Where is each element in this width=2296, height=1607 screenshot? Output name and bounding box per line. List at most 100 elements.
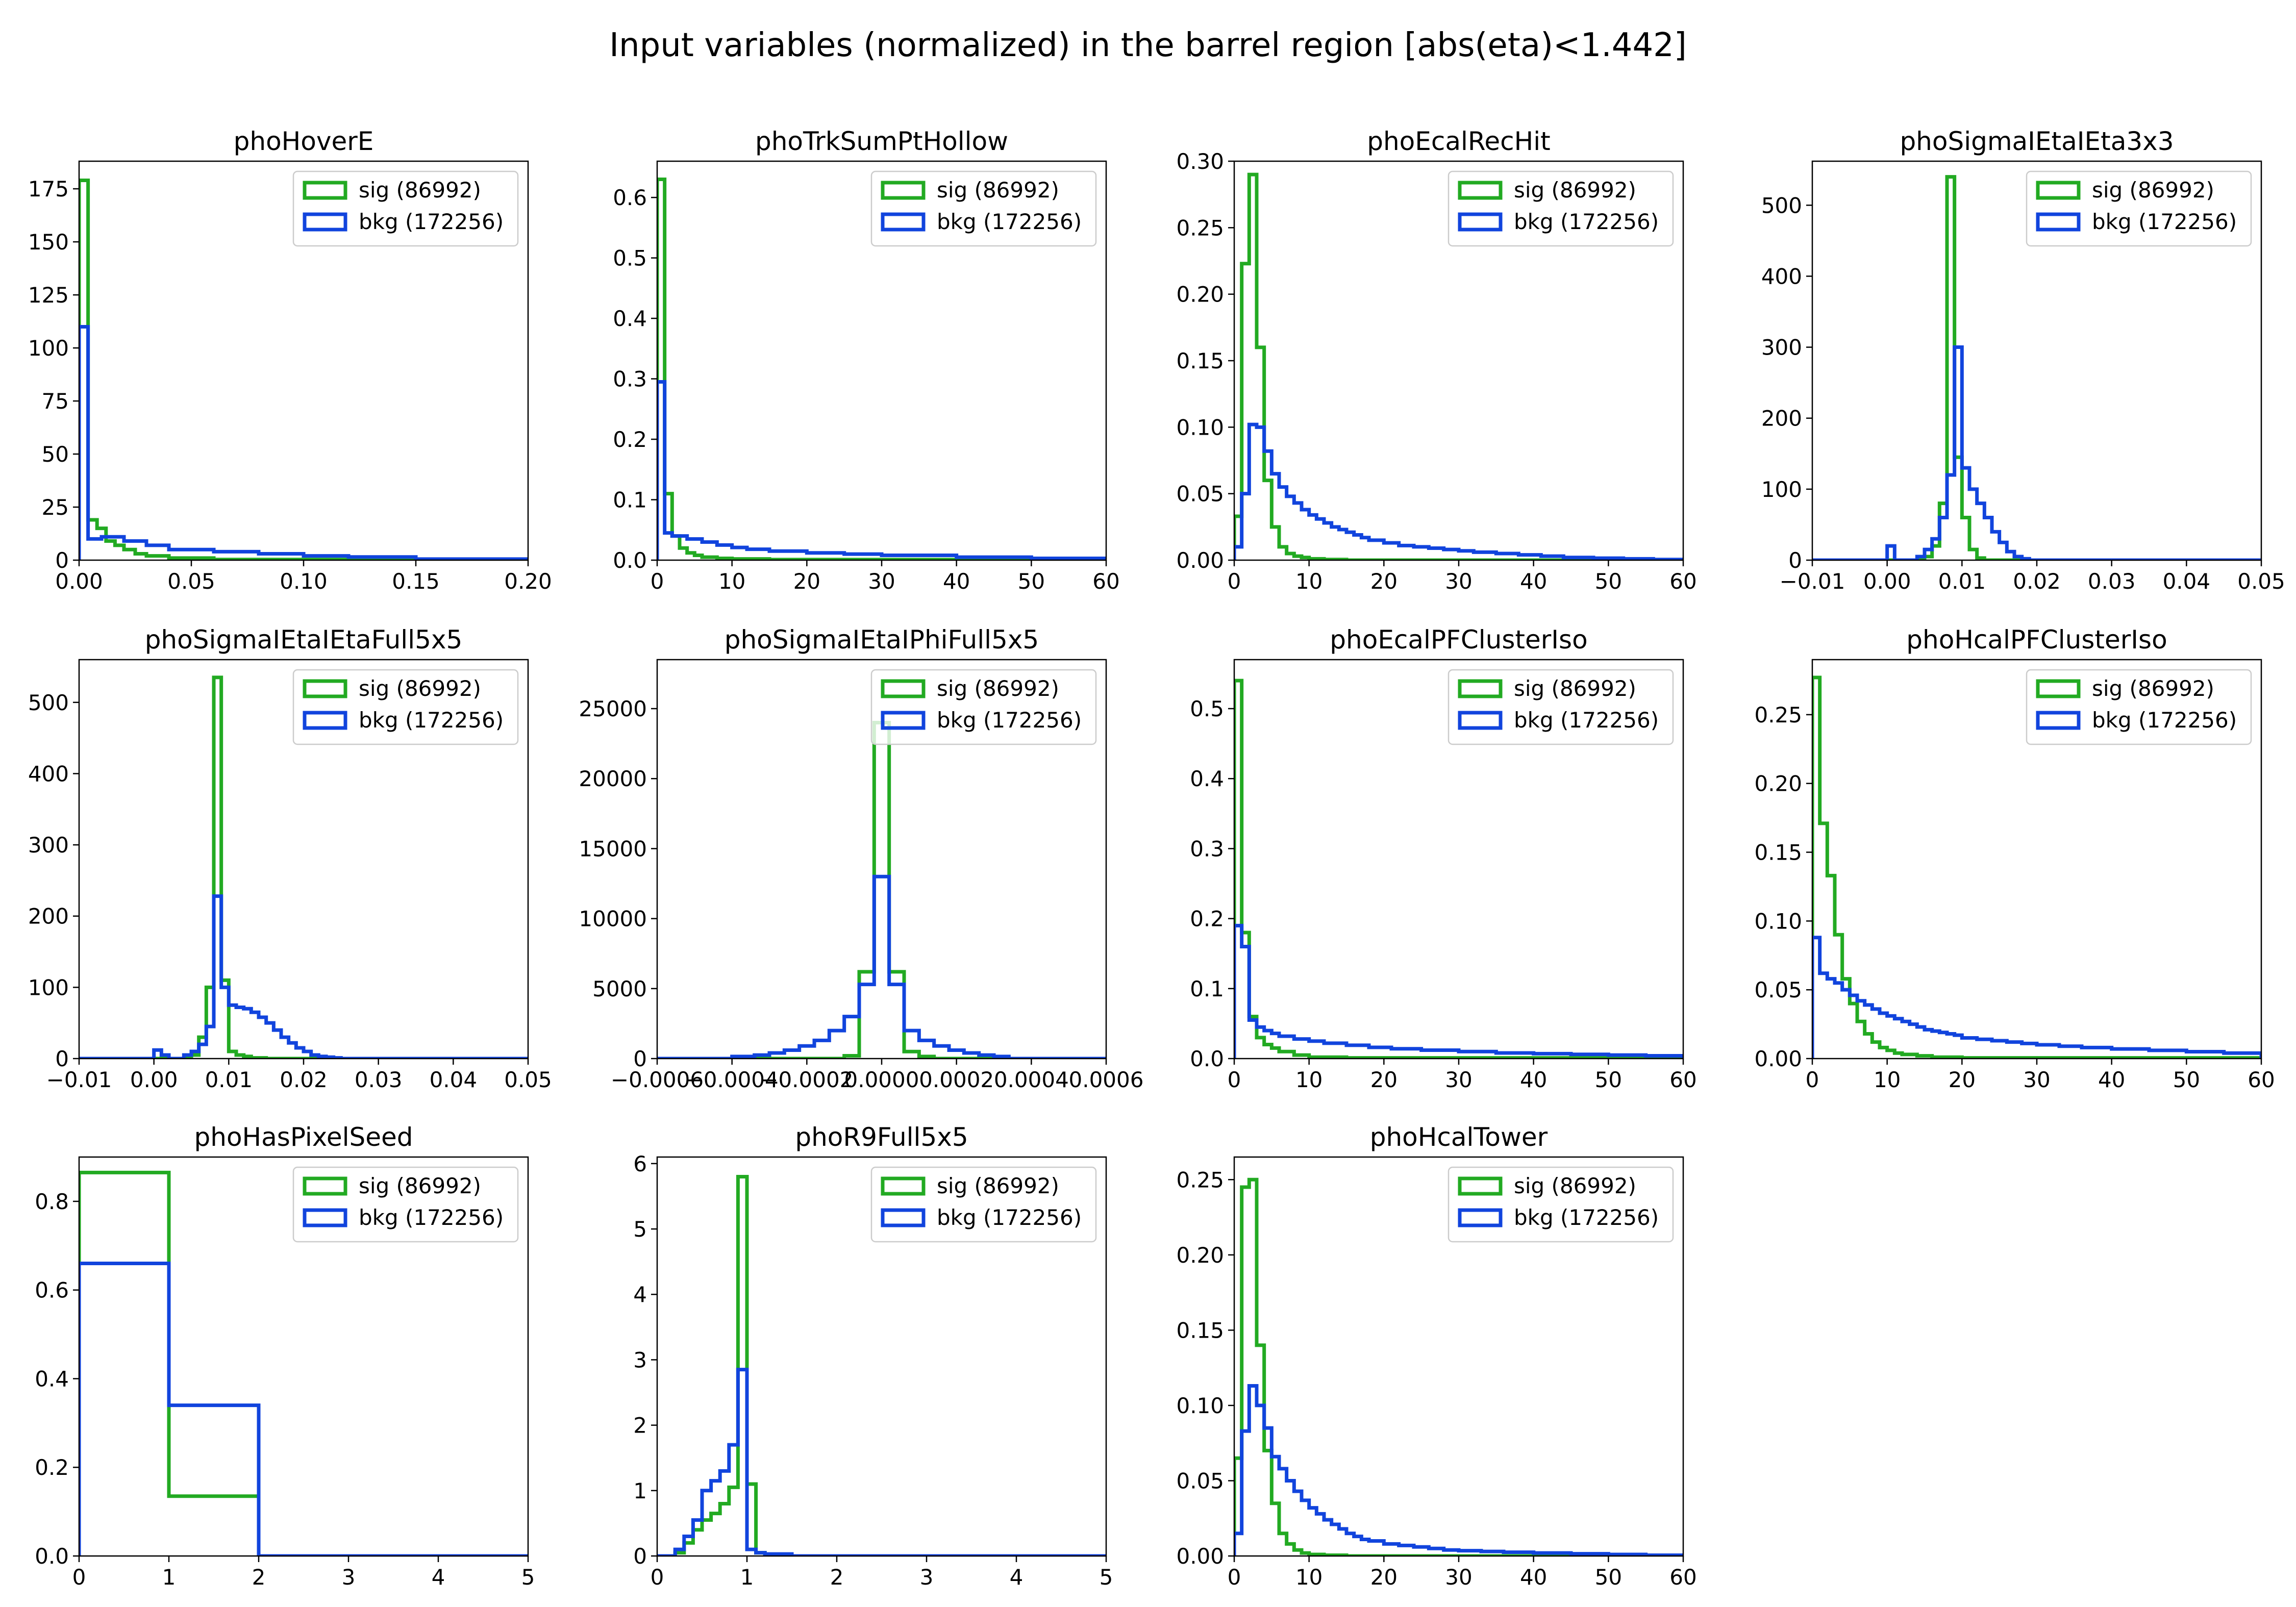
background-histogram (657, 380, 1106, 560)
legend-swatch (303, 711, 347, 730)
legend-swatch (303, 1176, 347, 1196)
y-tick-label: 0.0 (35, 1544, 69, 1569)
legend-swatch (303, 679, 347, 698)
y-tick-label: 200 (1761, 406, 1802, 431)
y-tick-label: 75 (42, 389, 69, 414)
y-tick-label: 0.20 (1754, 771, 1802, 796)
y-tick-label: 500 (1761, 193, 1802, 218)
legend-swatch (2036, 679, 2081, 698)
y-tick-label: 0.00 (1176, 1544, 1224, 1569)
series-group (1812, 675, 2261, 1059)
subplot-title: phoSigmaIEtaIPhiFull5x5 (725, 625, 1039, 655)
legend-label: sig (86992) (359, 178, 481, 203)
x-tick-label: 20 (1370, 1067, 1397, 1092)
y-tick-label: 50 (42, 442, 69, 467)
legend-swatch (881, 1176, 926, 1196)
legend-label: sig (86992) (1514, 178, 1636, 203)
legend-box (1448, 1166, 1674, 1243)
x-tick-label: 10 (1295, 1067, 1322, 1092)
legend-swatch (2036, 212, 2081, 232)
y-tick-label: 0.15 (1176, 348, 1224, 373)
y-tick-label: 0.2 (1190, 907, 1224, 932)
y-tick-label: 300 (28, 833, 69, 858)
legend-box (1448, 669, 1674, 745)
y-tick-label: 4 (633, 1282, 647, 1307)
x-tick-label: 0.00 (55, 569, 103, 594)
legend-box (870, 1166, 1097, 1243)
x-tick-label: −0.01 (46, 1067, 112, 1092)
x-tick-label: 50 (1595, 1565, 1622, 1590)
background-histogram (79, 1262, 528, 1556)
x-tick-label: 0 (1228, 1565, 1241, 1590)
x-tick-label: 40 (1520, 1565, 1547, 1590)
subplot-10: 0 1 2 3 4 5 0 1 2 3 4 5 6 phoR9Full5x5 sig (86992) bkg … (633, 1122, 1113, 1590)
series-group (657, 1174, 1106, 1556)
x-tick-label: 30 (1445, 1565, 1472, 1590)
subplot-5: −0.01 0.00 0.01 0.02 0.03 0.04 0.05 0 100 200 300 4… (28, 625, 552, 1092)
legend: sig (86992) bkg (172256) (2026, 669, 2252, 745)
y-tick-label: 0.15 (1754, 840, 1802, 865)
subplot-title: phoHoverE (234, 127, 374, 156)
y-tick-label: 0.4 (613, 306, 647, 331)
series-group (79, 675, 528, 1059)
x-tick-label: 3 (342, 1565, 356, 1590)
legend: sig (86992) bkg (172256) (292, 669, 519, 745)
subplot-title: phoSigmaIEtaIEtaFull5x5 (145, 625, 463, 655)
y-tick-label: 0.15 (1176, 1318, 1224, 1343)
x-tick-label: 30 (1445, 1067, 1472, 1092)
y-tick-label: 0.1 (613, 488, 647, 513)
legend-label: bkg (172256) (937, 1205, 1082, 1230)
y-tick-label: 125 (28, 283, 69, 308)
subplot-title: phoHasPixelSeed (194, 1122, 413, 1152)
legend-swatch (1458, 679, 1503, 698)
series-group (657, 720, 1106, 1059)
x-tick-label: 0 (651, 1565, 664, 1590)
figure-title: Input variables (normalized) in the barr… (609, 27, 1687, 64)
legend-swatch (303, 1208, 347, 1227)
legend-swatch (1458, 711, 1503, 730)
x-tick-label: 0.20 (504, 569, 552, 594)
x-tick-label: 40 (1520, 1067, 1547, 1092)
series-group (1234, 1177, 1683, 1556)
subplot-7: 0 10 20 30 40 50 60 0.0 0.1 0.2 0.3 0.4 0.5 phoEcalPF… (1190, 625, 1697, 1092)
y-tick-label: 20000 (579, 766, 647, 791)
x-tick-label: 0.0002 (919, 1067, 994, 1092)
series-group (657, 178, 1106, 560)
x-tick-label: 0.04 (2163, 569, 2211, 594)
background-histogram (1812, 936, 2261, 1059)
y-tick-label: 0.25 (1754, 702, 1802, 727)
x-tick-label: 30 (868, 569, 895, 594)
legend-label: bkg (172256) (2092, 209, 2237, 234)
signal-histogram (1234, 172, 1683, 560)
signal-histogram (1234, 1177, 1683, 1556)
y-tick-label: 0.05 (1176, 1468, 1224, 1493)
y-tick-label: 0.4 (35, 1366, 69, 1391)
y-tick-label: 200 (28, 904, 69, 929)
subplot-8: 0 10 20 30 40 50 60 0.00 0.05 0.10 0.15 0.20 0.25 pho… (1754, 625, 2275, 1092)
subplot-3: 0 10 20 30 40 50 60 0.00 0.05 0.10 0.15 0.20 0.25 0.3… (1176, 127, 1696, 594)
y-tick-label: 15000 (579, 836, 647, 861)
y-tick-label: 100 (1761, 477, 1802, 502)
subplot-grid: 0.00 0.05 0.10 0.15 0.200255075100125150175p… (28, 127, 2285, 1590)
signal-histogram (657, 178, 1106, 560)
x-tick-label: 0.0000 (844, 1067, 919, 1092)
x-tick-label: 0.05 (167, 569, 215, 594)
legend: sig (86992) bkg (172256) (1448, 1166, 1674, 1243)
x-tick-label: 0 (1228, 569, 1241, 594)
x-tick-label: 60 (1669, 569, 1696, 594)
x-tick-label: 0.00 (1863, 569, 1911, 594)
subplot-1: 0.00 0.05 0.10 0.15 0.20 0 25 50 75 100 125 150 175 p… (28, 127, 552, 594)
x-tick-label: 0.10 (280, 569, 328, 594)
x-tick-label: 40 (2098, 1067, 2125, 1092)
y-tick-label: 0.20 (1176, 1243, 1224, 1268)
y-tick-label: 0.2 (35, 1455, 69, 1480)
x-tick-label: 10 (1295, 1565, 1322, 1590)
x-tick-label: 0.0006 (1069, 1067, 1144, 1092)
subplot-title: phoTrkSumPtHollow (755, 127, 1008, 156)
x-tick-label: 20 (1949, 1067, 1976, 1092)
legend-label: bkg (172256) (359, 708, 504, 733)
legend-label: sig (86992) (1514, 1173, 1636, 1198)
signal-histogram (1812, 175, 2261, 560)
y-tick-label: 0.10 (1754, 909, 1802, 934)
x-tick-label: 60 (1092, 569, 1119, 594)
